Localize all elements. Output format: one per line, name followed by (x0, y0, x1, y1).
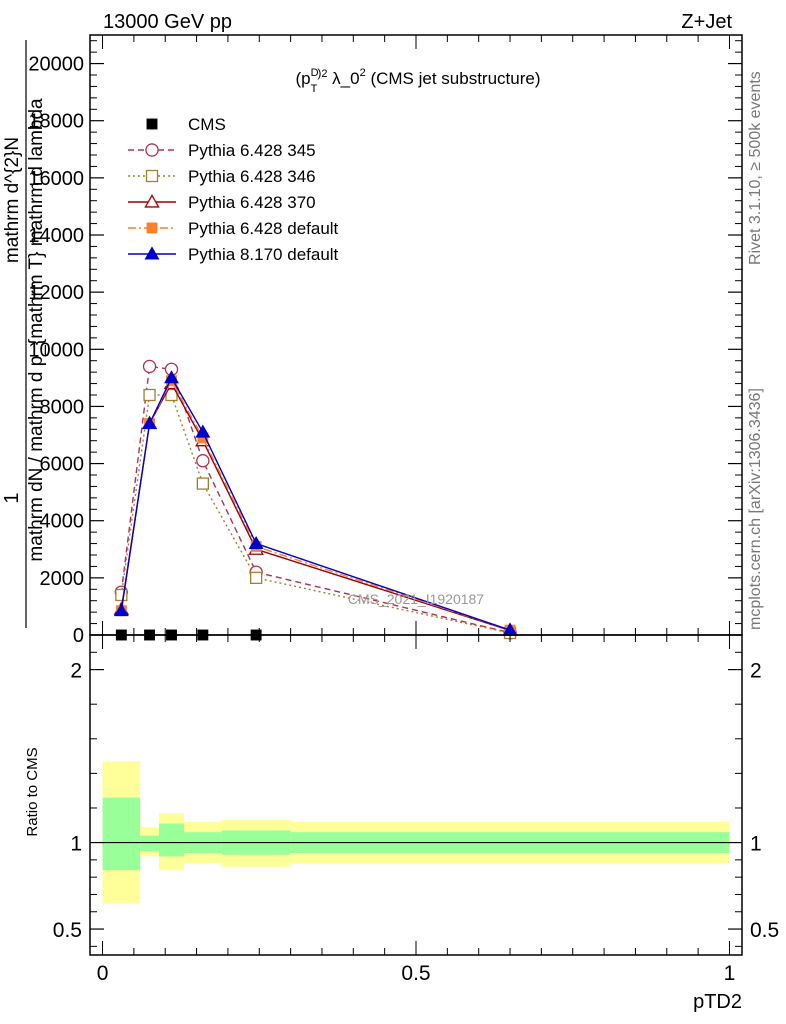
series-point-5 (164, 370, 179, 384)
legend-marker (144, 194, 160, 208)
ratio-ytick-label-right: 2 (750, 660, 762, 683)
series-point-5 (248, 535, 264, 550)
watermark: CMS_2021_I1920187 (348, 591, 484, 607)
legend-label: CMS (188, 115, 226, 134)
ratio-band-inner (158, 823, 185, 857)
main-ylabel-line2: mathrm dN / mathrm d p_{mathrm T} mathrm… (26, 98, 47, 562)
legend-label: Pythia 6.428 370 (188, 193, 316, 212)
series-point-2 (143, 388, 156, 402)
series-line-4 (120, 379, 511, 631)
main-ylabel-line1: mathrm d^{2}N (2, 137, 23, 263)
legend-marker (146, 222, 158, 234)
legend-marker (145, 143, 159, 157)
main-ylabel: 1 mathrm d^{2}N mathrm dN / mathrm d p_{… (1, 40, 47, 628)
legend-item: Pythia 6.428 default (128, 219, 339, 238)
ratio-axis-ticks: 0.5 0.5 1 1 2 2 0 0.5 1 (53, 635, 779, 985)
ratio-ytick-label: 2 (70, 660, 82, 683)
legend-item: Pythia 6.428 345 (128, 141, 316, 160)
main-ytick-label: 10000 (28, 339, 84, 361)
legend-label: Pythia 6.428 default (188, 219, 339, 238)
ratio-ylabel: Ratio to CMS (24, 747, 41, 836)
series-point-5 (113, 603, 129, 617)
legend-item: Pythia 8.170 default (128, 245, 339, 264)
header-left: 13000 GeV pp (103, 11, 232, 33)
main-title: (pD T)2 λ_02 (CMS jet substructure) (296, 66, 541, 95)
ratio-ytick-label-right: 1 (750, 833, 762, 856)
main-ylabel-one: 1 (1, 492, 23, 503)
series-point-2 (115, 588, 128, 602)
xtick-label: 0.5 (401, 962, 430, 985)
ratio-bands (102, 761, 730, 904)
series-point-2 (196, 477, 209, 490)
legend-item: CMS (146, 115, 226, 134)
rivet-label: Rivet 3.1.10, ≥ 500k events (747, 71, 764, 265)
series-line-1 (120, 365, 511, 634)
ratio-ytick-label: 1 (70, 833, 82, 856)
legend-label: Pythia 6.428 345 (188, 141, 316, 160)
ratio-ytick-label: 0.5 (53, 919, 82, 942)
legend-marker (146, 118, 158, 130)
main-axis-ticks: 0 2000 4000 6000 8000 10000 12000 14000 16000 180… (28, 35, 742, 647)
series-line-5 (120, 376, 511, 631)
xtick-label: 1 (724, 962, 736, 985)
main-ytick-label: 0 (73, 625, 84, 647)
mcplots-label: mcplots.cern.ch [arXiv:1306.3436] (747, 388, 764, 630)
legend-item: Pythia 6.428 346 (128, 167, 316, 186)
legend-marker (145, 169, 159, 183)
legend-label: Pythia 8.170 default (188, 245, 339, 264)
legend-item: Pythia 6.428 370 (128, 193, 316, 212)
main-ytick-label: 8000 (40, 396, 85, 418)
main-ytick-label: 20000 (28, 54, 84, 76)
series-point-1 (196, 454, 210, 468)
series-point-2 (249, 571, 263, 585)
ratio-band-inner (140, 835, 159, 852)
x-axis-label: pTD2 (693, 991, 742, 1013)
main-ytick-label: 14000 (28, 225, 84, 247)
ratio-ytick-label-right: 0.5 (750, 919, 779, 942)
header-right: Z+Jet (681, 11, 732, 33)
legend-label: Pythia 6.428 346 (188, 167, 316, 186)
legend-marker (144, 246, 160, 260)
main-ytick-label: 2000 (40, 568, 85, 590)
series-line-2 (120, 394, 511, 634)
main-ytick-label: 18000 (28, 111, 84, 133)
ratio-plot-frame (89, 634, 743, 956)
xtick-label: 0 (97, 962, 109, 985)
legend: CMS Pythia 6.428 345 Pythia 6.428 346 Pythi… (128, 115, 339, 264)
series-point-5 (195, 424, 211, 438)
main-ytick-label: 6000 (40, 454, 85, 476)
main-ytick-label: 4000 (40, 511, 85, 533)
series-point-1 (142, 359, 157, 374)
main-ytick-label: 16000 (28, 168, 84, 190)
series-point-5 (142, 415, 158, 430)
main-ytick-label: 12000 (28, 282, 84, 304)
ratio-band-inner (102, 797, 141, 871)
